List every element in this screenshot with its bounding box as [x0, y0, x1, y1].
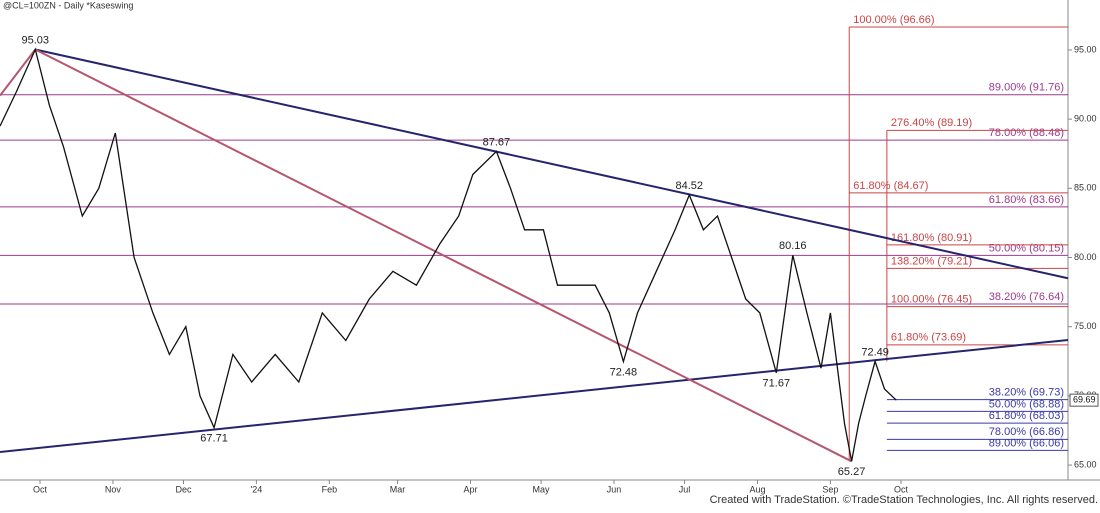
footer: Created with TradeStation. ©TradeStation… — [710, 494, 1098, 506]
swing-label: 80.16 — [779, 240, 807, 252]
fib-label: 100.00% (76.45) — [891, 294, 972, 306]
y-tick-label: 85.00 — [1074, 183, 1097, 193]
x-tick-label: Oct — [33, 484, 48, 494]
swing-label: 84.52 — [675, 180, 703, 192]
swing-label: 65.27 — [838, 466, 866, 478]
y-tick-label: 75.00 — [1074, 321, 1097, 331]
swing-label: 67.71 — [200, 432, 228, 444]
fib-label: 138.20% (79.21) — [891, 255, 972, 267]
x-tick-label: Jul — [679, 484, 691, 494]
last-price-label: 69.69 — [1073, 395, 1096, 405]
x-tick-label: Jun — [607, 484, 622, 494]
x-tick-label: May — [533, 484, 551, 494]
fib-label: 61.80% (68.03) — [989, 410, 1064, 422]
price-line — [0, 47, 897, 462]
y-tick-label: 95.00 — [1074, 44, 1097, 54]
trendline — [0, 48, 37, 97]
last-price-tag — [1069, 393, 1099, 407]
chart-title: @CL=100ZN - Daily *Kaseswing — [3, 0, 133, 10]
y-tick-label: 90.00 — [1074, 114, 1097, 124]
fib-label: 161.80% (80.91) — [891, 232, 972, 244]
fib-label: 78.00% (66.86) — [989, 426, 1064, 438]
fib-label: 50.00% (68.88) — [989, 398, 1064, 410]
fib-label: 276.40% (89.19) — [891, 117, 972, 129]
swing-label: 87.67 — [483, 136, 511, 148]
trendline — [34, 48, 853, 463]
x-tick-label: Oct — [894, 484, 909, 494]
swing-label: 72.48 — [610, 366, 638, 378]
swing-label: 95.03 — [22, 34, 50, 46]
x-tick-label: Nov — [105, 484, 122, 494]
y-tick-label: 80.00 — [1074, 252, 1097, 262]
trendline — [35, 48, 1069, 280]
trendline — [0, 338, 1069, 454]
x-tick-label: Sep — [822, 484, 838, 494]
fib-label: 38.20% (69.73) — [989, 387, 1064, 399]
fib-label: 100.00% (96.66) — [853, 14, 934, 26]
fib-label: 61.80% (83.66) — [989, 194, 1064, 206]
x-tick-label: Dec — [175, 484, 192, 494]
x-tick-label: '24 — [251, 484, 263, 494]
fib-label: 61.80% (73.69) — [891, 332, 966, 344]
fib-label: 78.00% (88.48) — [989, 127, 1064, 139]
swing-label: 72.49 — [861, 346, 889, 358]
fib-label: 50.00% (80.15) — [989, 242, 1064, 254]
x-tick-label: Aug — [749, 484, 765, 494]
x-tick-label: Apr — [463, 484, 477, 494]
x-tick-label: Mar — [390, 484, 406, 494]
swing-label: 71.67 — [763, 378, 791, 390]
fib-label: 89.00% (66.06) — [989, 437, 1064, 449]
x-tick-label: Feb — [322, 484, 338, 494]
fib-label: 61.80% (84.67) — [853, 180, 928, 192]
y-tick-label: 65.00 — [1074, 459, 1097, 469]
fib-label: 89.00% (91.76) — [989, 82, 1064, 94]
fib-label: 38.20% (76.64) — [989, 291, 1064, 303]
